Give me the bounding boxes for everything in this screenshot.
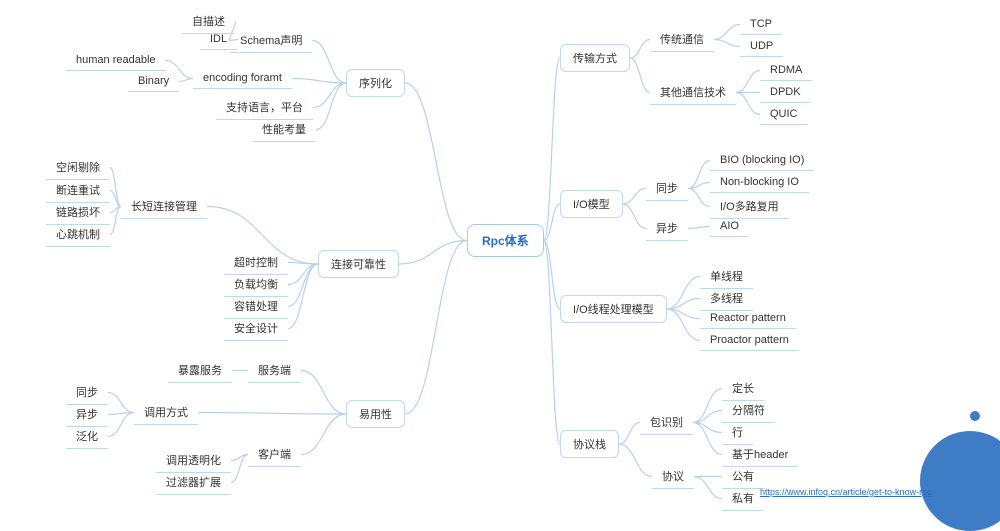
node-nio: Non-blocking IO xyxy=(710,172,809,193)
corner-decoration xyxy=(920,431,1000,531)
node-gen: 泛化 xyxy=(66,424,108,449)
edge-pkg-fixed xyxy=(693,389,722,423)
node-bio: BIO (blocking IO) xyxy=(710,150,814,171)
node-cli: 客户端 xyxy=(248,442,301,467)
edge-thread-single xyxy=(667,277,700,310)
node-prot: 协议 xyxy=(652,464,694,489)
node-rdma: RDMA xyxy=(760,60,812,81)
node-proactor: Proactor pattern xyxy=(700,330,799,351)
node-safe: 安全设计 xyxy=(224,316,288,341)
node-filter: 过滤器扩展 xyxy=(156,470,231,495)
edge-call-async xyxy=(108,413,134,415)
edge-syncio-bio xyxy=(688,161,710,189)
edge-serial-enc xyxy=(292,79,346,84)
edge-trad-udp xyxy=(714,40,740,47)
node-srv: 服务端 xyxy=(248,358,301,383)
edge-easy-call xyxy=(198,413,346,415)
edge-cli-trans2 xyxy=(231,455,248,461)
edge-root-thread xyxy=(544,241,560,310)
edge-reliab-balance xyxy=(288,264,318,285)
node-call: 调用方式 xyxy=(134,400,198,425)
node-thread: I/O线程处理模型 xyxy=(560,295,667,323)
edge-proto-pkg xyxy=(619,423,640,445)
edge-io-syncio xyxy=(623,189,646,205)
node-other: 其他通信技术 xyxy=(650,80,736,105)
node-quic: QUIC xyxy=(760,104,808,125)
node-pkg: 包识别 xyxy=(640,410,693,435)
node-schema: Schema声明 xyxy=(230,28,312,53)
edge-reliab-safe xyxy=(288,264,318,329)
node-dpdk: DPDK xyxy=(760,82,811,103)
node-enc: encoding foramt xyxy=(193,68,292,89)
edge-trans-trad xyxy=(630,40,650,59)
node-idle: 空闲剔除 xyxy=(46,155,110,180)
edge-root-easy xyxy=(405,241,467,415)
node-aio: AIO xyxy=(710,216,749,237)
edge-serial-schema xyxy=(312,41,346,84)
edge-thread-proactor xyxy=(667,309,700,341)
node-reactor: Reactor pattern xyxy=(700,308,796,329)
edge-io-asyncio xyxy=(623,204,646,229)
node-syncio: 同步 xyxy=(646,176,688,201)
edge-root-trans xyxy=(544,58,560,241)
node-expose: 暴露服务 xyxy=(168,358,232,383)
node-root: Rpc体系 xyxy=(467,224,544,257)
node-hr: human readable xyxy=(66,50,166,71)
edge-enc-bin xyxy=(179,79,193,82)
edge-easy-srv xyxy=(301,371,346,415)
node-trad: 传统通信 xyxy=(650,27,714,52)
edge-call-gen xyxy=(108,413,134,437)
edge-conn-loss xyxy=(110,207,121,213)
node-bin: Binary xyxy=(128,71,179,92)
edge-trad-tcp xyxy=(714,25,740,40)
node-udp: UDP xyxy=(740,36,783,57)
node-serial: 序列化 xyxy=(346,69,405,97)
edge-asyncio-aio xyxy=(688,227,710,229)
node-trans: 传输方式 xyxy=(560,44,630,72)
node-heart: 心跳机制 xyxy=(46,222,110,247)
edge-syncio-mux xyxy=(688,189,710,207)
node-tcp: TCP xyxy=(740,14,782,35)
edge-serial-perf xyxy=(316,83,346,130)
node-perf: 性能考量 xyxy=(252,117,316,142)
edge-conn-idle xyxy=(110,168,121,207)
edge-pkg-hdr xyxy=(693,423,722,455)
edge-root-reliab xyxy=(399,241,467,265)
node-io: I/O模型 xyxy=(560,190,623,218)
edge-pkg-line xyxy=(693,423,722,433)
edge-thread-multi xyxy=(667,299,700,310)
edge-reliab-timeout xyxy=(288,263,318,265)
edge-serial-lang xyxy=(313,83,346,108)
edge-trans-other xyxy=(630,58,650,93)
edge-pkg-sep xyxy=(693,411,722,423)
source-url[interactable]: https://www.infoq.cn/article/get-to-know… xyxy=(760,487,932,497)
edge-cli-filter xyxy=(231,455,248,483)
edge-root-proto xyxy=(544,241,560,445)
edge-conn-heart xyxy=(110,207,121,235)
edge-prot-pri xyxy=(694,477,722,499)
edge-other-rdma xyxy=(736,71,760,93)
edge-thread-reactor xyxy=(667,309,700,319)
edge-syncio-nio xyxy=(688,183,710,189)
edge-reliab-fault xyxy=(288,264,318,307)
edge-conn-retry xyxy=(110,191,121,207)
node-idl: IDL xyxy=(200,29,237,50)
node-easy: 易用性 xyxy=(346,400,405,428)
node-conn: 长短连接管理 xyxy=(121,194,207,219)
edge-call-sync xyxy=(108,393,134,413)
node-pri: 私有 xyxy=(722,486,764,511)
edge-root-io xyxy=(544,204,560,241)
edge-root-serial xyxy=(405,83,467,241)
edge-other-quic xyxy=(736,93,760,115)
node-reliab: 连接可靠性 xyxy=(318,250,399,278)
node-proto: 协议栈 xyxy=(560,430,619,458)
edge-easy-cli xyxy=(301,414,346,455)
edge-proto-prot xyxy=(619,444,652,477)
node-asyncio: 异步 xyxy=(646,216,688,241)
